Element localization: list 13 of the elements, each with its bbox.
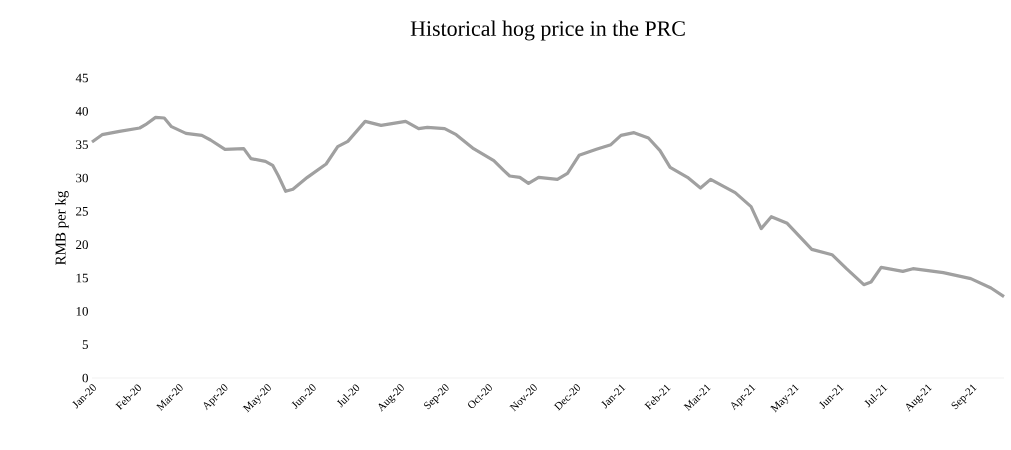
y-tick-label: 0 (82, 373, 88, 383)
y-tick-label: 25 (76, 206, 88, 216)
y-tick-label: 35 (76, 140, 88, 150)
chart-title: Historical hog price in the PRC (410, 20, 685, 41)
y-tick-label: 20 (76, 240, 88, 250)
y-tick-label: 30 (76, 173, 88, 183)
y-tick-label: 5 (82, 340, 88, 349)
y-tick-label: 15 (76, 273, 88, 283)
y-tick-label: 45 (75, 73, 88, 83)
line-series (90, 115, 1006, 299)
y-axis-title: RMB per kg (55, 190, 69, 265)
y-tick-label: 40 (75, 106, 88, 116)
y-tick-label: 10 (76, 306, 88, 316)
